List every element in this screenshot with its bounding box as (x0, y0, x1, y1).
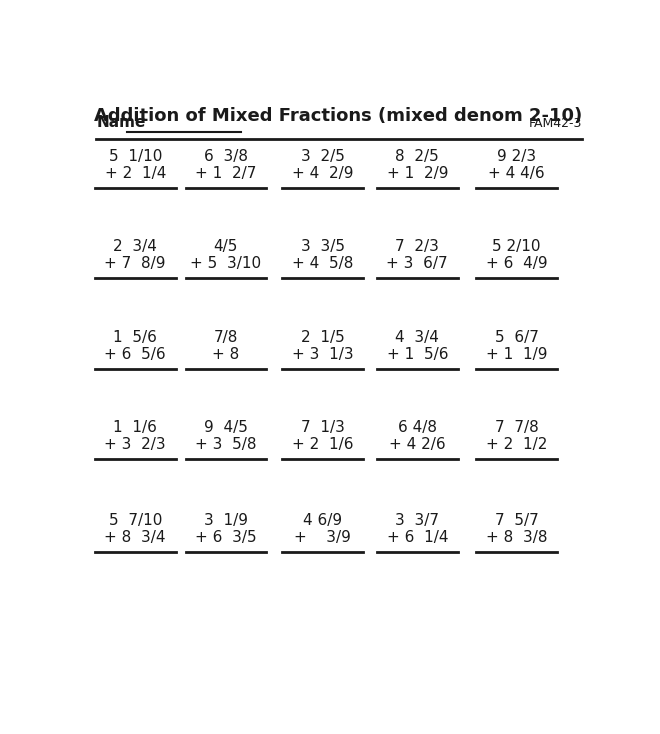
Text: + 6  3/5: + 6 3/5 (195, 530, 257, 545)
Text: + 4 2/6: + 4 2/6 (389, 437, 446, 452)
Text: Name: Name (96, 115, 146, 130)
Text: + 6  1/4: + 6 1/4 (387, 530, 448, 545)
Text: 7/8: 7/8 (214, 330, 238, 345)
Text: 3  3/7: 3 3/7 (395, 513, 440, 528)
Text: 5  7/10: 5 7/10 (108, 513, 162, 528)
Text: + 6  5/6: + 6 5/6 (104, 347, 166, 362)
Text: 9  4/5: 9 4/5 (204, 421, 248, 435)
Text: 7  2/3: 7 2/3 (395, 239, 440, 255)
Text: + 1  2/7: + 1 2/7 (195, 166, 257, 181)
Text: 6 4/8: 6 4/8 (398, 421, 437, 435)
Text: + 2  1/2: + 2 1/2 (486, 437, 547, 452)
Text: 7  5/7: 7 5/7 (494, 513, 539, 528)
Text: Addition of Mixed Fractions (mixed denom 2-10): Addition of Mixed Fractions (mixed denom… (94, 106, 582, 125)
Text: + 4  5/8: + 4 5/8 (292, 256, 354, 272)
Text: + 6  4/9: + 6 4/9 (486, 256, 547, 272)
Text: + 7  8/9: + 7 8/9 (104, 256, 166, 272)
Text: 4/5: 4/5 (214, 239, 238, 255)
Text: + 3  6/7: + 3 6/7 (387, 256, 448, 272)
Text: 3  3/5: 3 3/5 (301, 239, 345, 255)
Text: 7  7/8: 7 7/8 (494, 421, 539, 435)
Text: +    3/9: + 3/9 (294, 530, 351, 545)
Text: FAM42-3: FAM42-3 (529, 117, 582, 130)
Text: + 3  1/3: + 3 1/3 (292, 347, 354, 362)
Text: 7  1/3: 7 1/3 (301, 421, 345, 435)
Text: 5  6/7: 5 6/7 (494, 330, 539, 345)
Text: 1  1/6: 1 1/6 (114, 421, 157, 435)
Text: + 8  3/4: + 8 3/4 (104, 530, 166, 545)
Text: 3  1/9: 3 1/9 (204, 513, 248, 528)
Text: + 2  1/6: + 2 1/6 (292, 437, 354, 452)
Text: 4 6/9: 4 6/9 (303, 513, 343, 528)
Text: 2  1/5: 2 1/5 (301, 330, 345, 345)
Text: + 8: + 8 (213, 347, 240, 362)
Text: 4  3/4: 4 3/4 (395, 330, 440, 345)
Text: + 3  5/8: + 3 5/8 (195, 437, 257, 452)
Text: 8  2/5: 8 2/5 (395, 149, 439, 164)
Text: 5 2/10: 5 2/10 (492, 239, 541, 255)
Text: + 1  1/9: + 1 1/9 (486, 347, 547, 362)
Text: + 8  3/8: + 8 3/8 (486, 530, 547, 545)
Text: + 1  5/6: + 1 5/6 (387, 347, 448, 362)
Text: + 2  1/4: + 2 1/4 (104, 166, 166, 181)
Text: 5  1/10: 5 1/10 (108, 149, 162, 164)
Text: + 4  2/9: + 4 2/9 (292, 166, 354, 181)
Text: + 1  2/9: + 1 2/9 (387, 166, 448, 181)
Text: 2  3/4: 2 3/4 (114, 239, 157, 255)
Text: 9 2/3: 9 2/3 (497, 149, 536, 164)
Text: + 3  2/3: + 3 2/3 (104, 437, 166, 452)
Text: + 5  3/10: + 5 3/10 (190, 256, 261, 272)
Text: + 4 4/6: + 4 4/6 (488, 166, 544, 181)
Text: 1  5/6: 1 5/6 (114, 330, 157, 345)
Text: 3  2/5: 3 2/5 (301, 149, 345, 164)
Text: 6  3/8: 6 3/8 (204, 149, 248, 164)
